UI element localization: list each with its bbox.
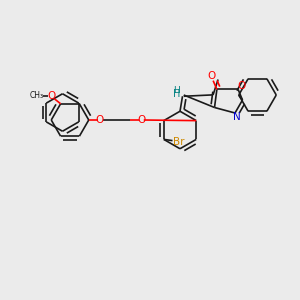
Text: N: N — [233, 112, 241, 122]
Text: O: O — [237, 81, 245, 92]
Text: O: O — [96, 115, 104, 125]
Text: O: O — [208, 71, 216, 81]
Text: O: O — [48, 91, 56, 101]
Text: Br: Br — [173, 137, 184, 147]
Text: CH₃: CH₃ — [30, 91, 44, 100]
Text: H: H — [174, 86, 180, 95]
Text: O: O — [137, 115, 146, 125]
Text: H: H — [172, 89, 180, 99]
